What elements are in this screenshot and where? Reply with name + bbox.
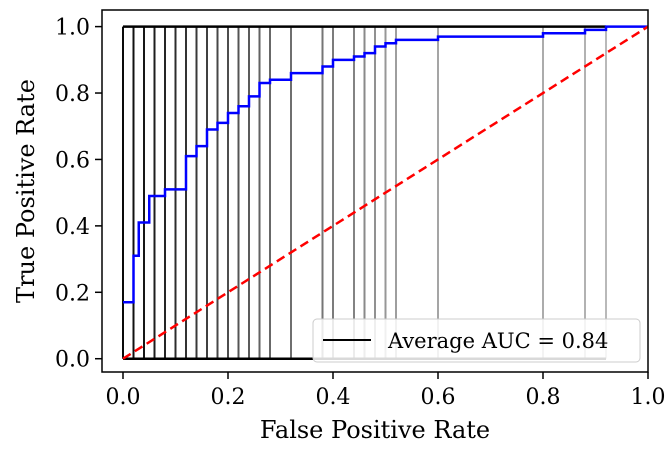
roc-curve [123,25,648,304]
x-axis-label: False Positive Rate [260,416,490,444]
series-layer [122,25,649,360]
threshold-lines [122,25,607,360]
y-tick-label: 0.8 [55,82,90,107]
legend: Average AUC = 0.84 [312,318,641,363]
x-tick-label: 0.4 [316,385,351,410]
x-tick-label: 0.8 [526,385,561,410]
y-tick-label: 0.0 [55,348,90,373]
chance-line [122,25,649,360]
x-tick-label: 0.2 [211,385,246,410]
y-tick-label: 1.0 [55,16,90,41]
axes-frame [101,9,649,373]
legend-label: Average AUC = 0.84 [387,329,608,353]
y-tick-label: 0.6 [55,148,90,173]
x-tick-label: 0.0 [106,385,141,410]
legend-box [312,318,641,363]
y-axis-label: True Positive Rate [12,79,40,303]
y-tick-label: 0.4 [55,215,90,240]
y-axis-ticks: 0.0 0.2 0.4 0.6 0.8 1.0 [55,16,102,373]
x-tick-label: 0.6 [421,385,456,410]
x-tick-label: 1.0 [631,385,665,410]
y-tick-label: 0.2 [55,281,90,306]
x-axis-ticks: 0.0 0.2 0.4 0.6 0.8 1.0 [106,372,665,410]
